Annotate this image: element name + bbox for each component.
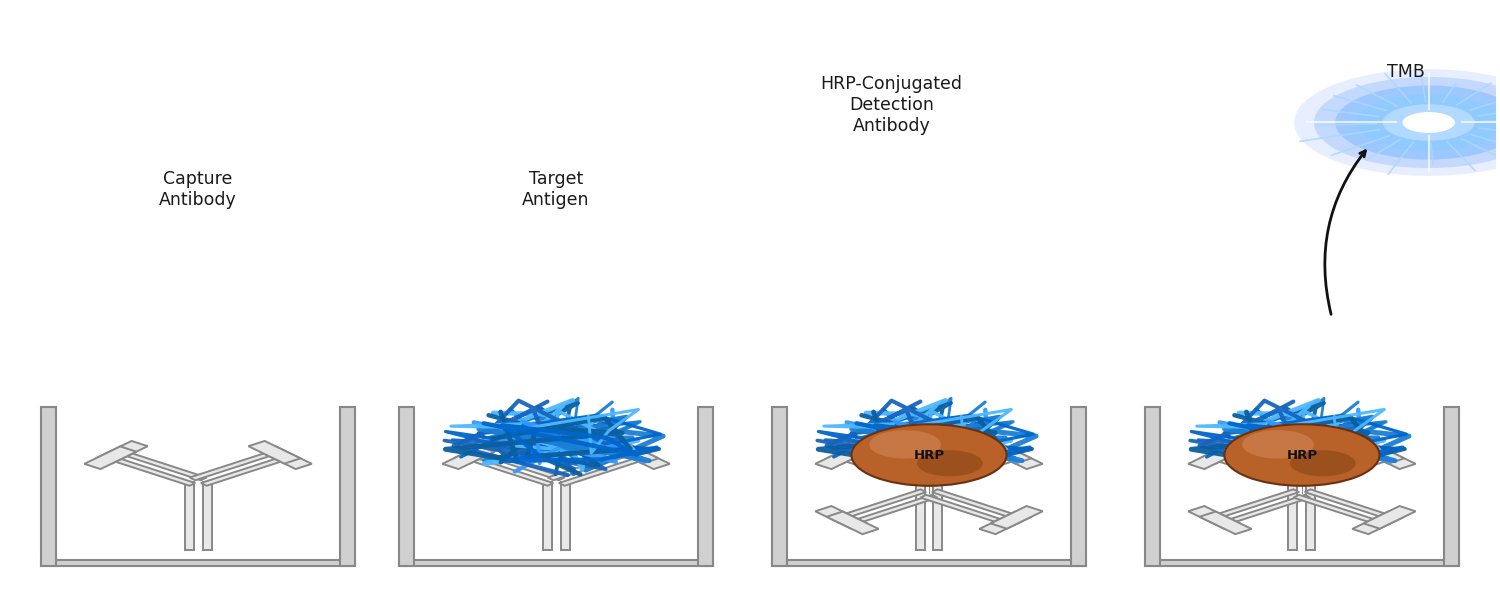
Polygon shape <box>915 482 924 550</box>
Polygon shape <box>933 425 942 493</box>
Polygon shape <box>932 490 1020 519</box>
Polygon shape <box>84 446 136 469</box>
Polygon shape <box>1364 506 1416 529</box>
Polygon shape <box>201 457 288 486</box>
Polygon shape <box>827 441 879 464</box>
Polygon shape <box>932 457 1020 486</box>
Polygon shape <box>1146 407 1160 566</box>
Polygon shape <box>42 560 354 566</box>
Circle shape <box>1402 112 1455 133</box>
Polygon shape <box>1293 495 1382 524</box>
Circle shape <box>1356 94 1500 151</box>
Polygon shape <box>1364 446 1416 469</box>
Polygon shape <box>1305 457 1392 486</box>
Polygon shape <box>184 482 194 550</box>
Polygon shape <box>1288 482 1298 550</box>
Circle shape <box>1314 77 1500 168</box>
Polygon shape <box>1200 512 1251 534</box>
Polygon shape <box>560 457 646 486</box>
Polygon shape <box>118 451 207 480</box>
Polygon shape <box>698 407 712 566</box>
Polygon shape <box>1212 490 1299 519</box>
Text: Target
Antigen: Target Antigen <box>522 170 590 209</box>
Polygon shape <box>1212 457 1299 486</box>
Circle shape <box>870 430 940 458</box>
Polygon shape <box>772 560 1086 566</box>
Circle shape <box>916 450 982 476</box>
Circle shape <box>1290 450 1356 476</box>
Polygon shape <box>42 407 57 566</box>
Circle shape <box>1294 69 1500 176</box>
Polygon shape <box>1306 482 1316 550</box>
Polygon shape <box>1305 490 1392 519</box>
Polygon shape <box>1188 446 1240 469</box>
Polygon shape <box>340 407 354 566</box>
Polygon shape <box>249 441 300 464</box>
Polygon shape <box>827 512 879 534</box>
Polygon shape <box>465 457 554 486</box>
Polygon shape <box>1353 441 1404 464</box>
Polygon shape <box>1353 512 1404 534</box>
Text: HRP: HRP <box>1287 449 1317 461</box>
Text: HRP-Conjugated
Detection
Antibody: HRP-Conjugated Detection Antibody <box>821 75 963 135</box>
Text: TMB: TMB <box>1388 64 1425 82</box>
Polygon shape <box>1222 495 1311 524</box>
Polygon shape <box>260 446 312 469</box>
Polygon shape <box>1146 560 1458 566</box>
Polygon shape <box>453 441 506 464</box>
Polygon shape <box>606 441 658 464</box>
Polygon shape <box>980 441 1032 464</box>
Polygon shape <box>921 495 1008 524</box>
Polygon shape <box>816 446 867 469</box>
Polygon shape <box>772 407 788 566</box>
Polygon shape <box>933 482 942 550</box>
Polygon shape <box>1306 425 1316 493</box>
Polygon shape <box>850 495 938 524</box>
Polygon shape <box>915 425 924 493</box>
Polygon shape <box>1288 425 1298 493</box>
Polygon shape <box>96 441 147 464</box>
Polygon shape <box>839 457 926 486</box>
Circle shape <box>1242 430 1314 458</box>
Polygon shape <box>1188 506 1240 529</box>
Polygon shape <box>990 446 1042 469</box>
Polygon shape <box>839 490 926 519</box>
Polygon shape <box>1200 441 1251 464</box>
Polygon shape <box>548 451 636 480</box>
Polygon shape <box>1443 407 1458 566</box>
Polygon shape <box>202 482 211 550</box>
Circle shape <box>1335 85 1500 160</box>
Polygon shape <box>1071 407 1086 566</box>
Polygon shape <box>561 482 570 550</box>
Polygon shape <box>477 451 564 480</box>
Polygon shape <box>189 451 278 480</box>
Polygon shape <box>980 512 1032 534</box>
Polygon shape <box>399 407 414 566</box>
Text: HRP: HRP <box>914 449 945 461</box>
Circle shape <box>852 424 1006 486</box>
Polygon shape <box>1222 451 1311 480</box>
Polygon shape <box>399 560 712 566</box>
Polygon shape <box>543 482 552 550</box>
Polygon shape <box>921 451 1008 480</box>
Polygon shape <box>816 506 867 529</box>
Polygon shape <box>618 446 670 469</box>
Polygon shape <box>442 446 495 469</box>
Circle shape <box>1224 424 1380 486</box>
Text: Capture
Antibody: Capture Antibody <box>159 170 237 209</box>
Polygon shape <box>990 506 1042 529</box>
Circle shape <box>1383 104 1474 141</box>
Polygon shape <box>108 457 195 486</box>
Polygon shape <box>1293 451 1382 480</box>
Polygon shape <box>850 451 938 480</box>
